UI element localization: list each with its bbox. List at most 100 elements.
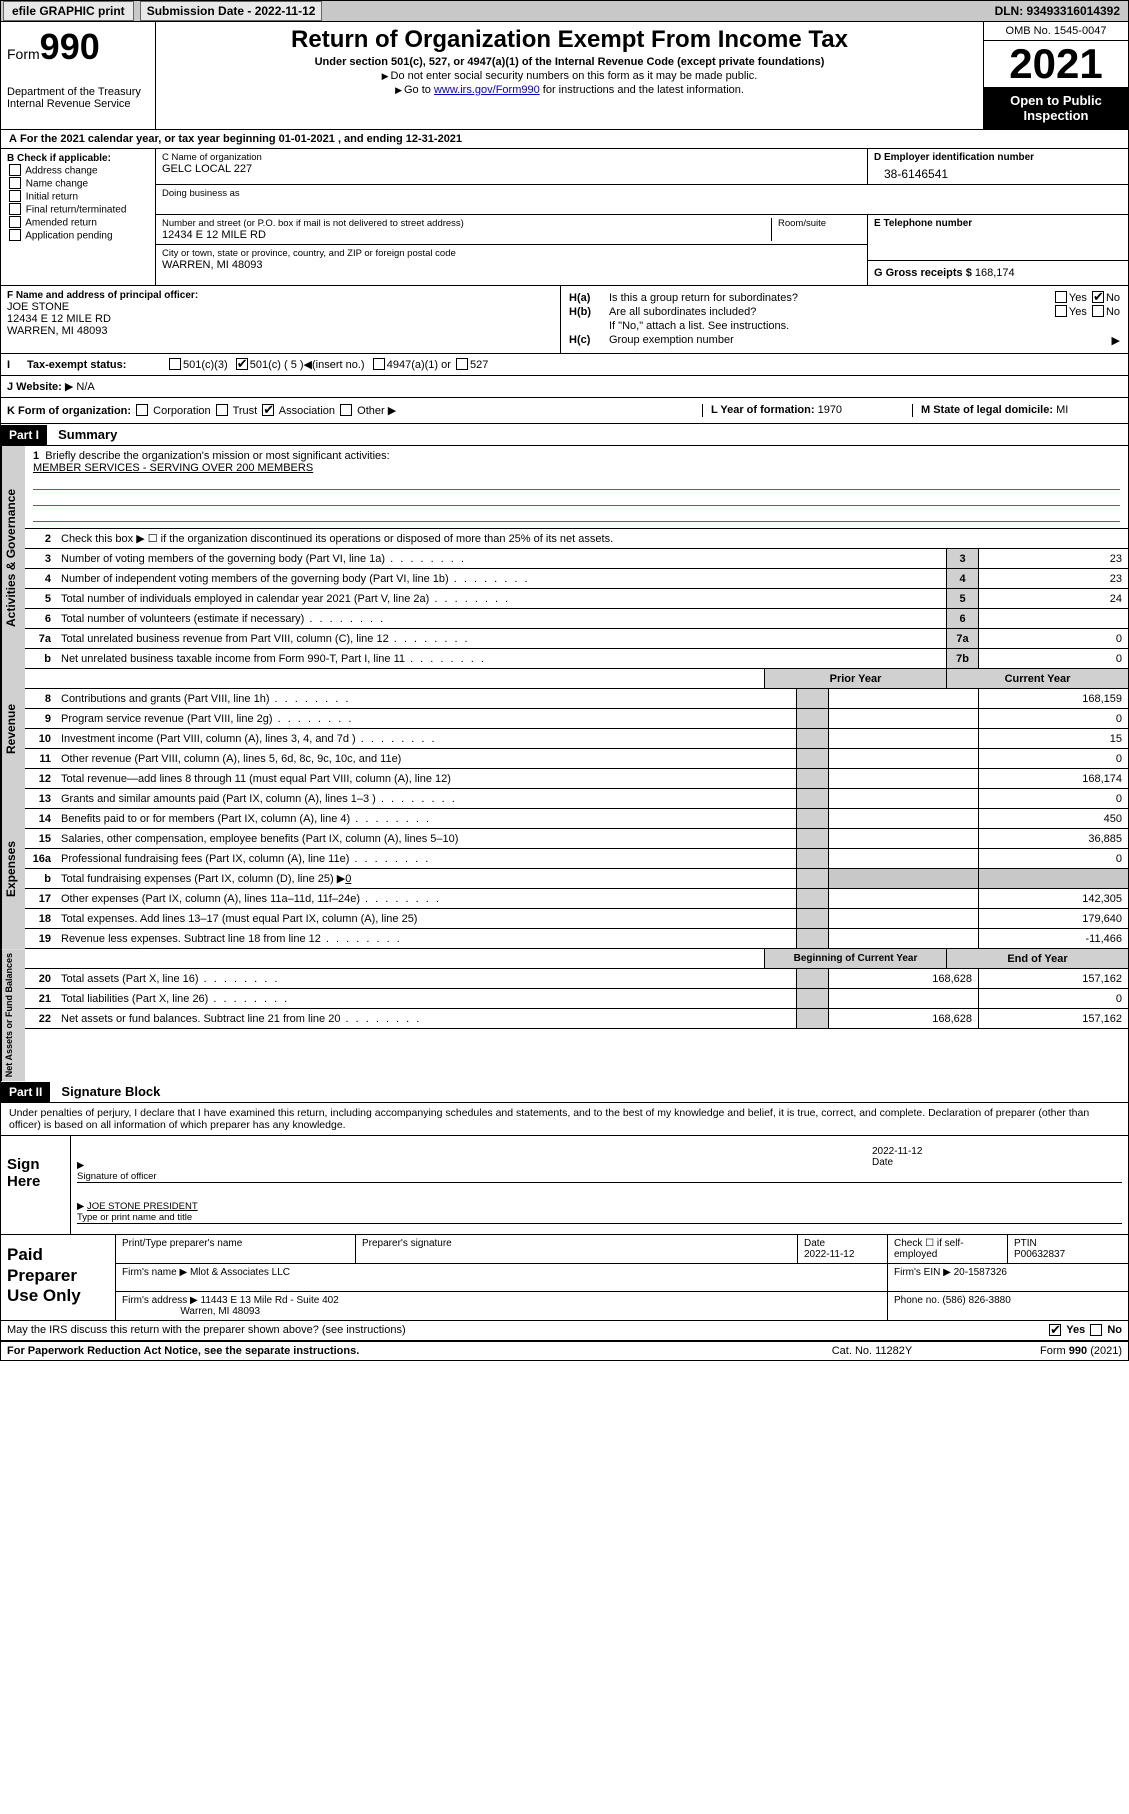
prep-check-self: Check ☐ if self-employed xyxy=(888,1235,1008,1263)
ha-yes[interactable] xyxy=(1055,291,1067,303)
section-b: B Check if applicable: Address change Na… xyxy=(1,149,156,285)
phone-value: (586) 826-3880 xyxy=(942,1295,1010,1306)
firm-addr: 11443 E 13 Mile Rd - Suite 402 xyxy=(201,1295,339,1306)
hb-no[interactable] xyxy=(1092,305,1104,317)
website-label: J Website: xyxy=(7,381,62,393)
section-h: H(a) Is this a group return for subordin… xyxy=(561,286,1128,353)
ha-no[interactable] xyxy=(1092,291,1104,303)
net-assets-section: Net Assets or Fund Balances Beginning of… xyxy=(1,949,1128,1081)
street-label: Number and street (or P.O. box if mail i… xyxy=(162,218,771,229)
sig-date-label: Date xyxy=(872,1157,893,1168)
chk-name-change[interactable] xyxy=(9,177,21,189)
chk-corp[interactable] xyxy=(136,404,148,416)
org-info-block: B Check if applicable: Address change Na… xyxy=(1,149,1128,286)
chk-final-return[interactable] xyxy=(9,203,21,215)
chk-4947[interactable] xyxy=(373,358,385,370)
chk-trust[interactable] xyxy=(216,404,228,416)
hc-text: Group exemption number xyxy=(609,334,1112,347)
activities-governance: Activities & Governance 1 Briefly descri… xyxy=(1,446,1128,669)
firm-name-label: Firm's name ▶ xyxy=(122,1267,187,1278)
vlabel-activities: Activities & Governance xyxy=(1,446,25,669)
c12: 168,174 xyxy=(978,769,1128,788)
year-badge-block: OMB No. 1545-0047 2021 Open to Public In… xyxy=(983,22,1128,129)
opt-final-return: Final return/terminated xyxy=(26,205,127,216)
line2: Check this box ▶ ☐ if the organization d… xyxy=(57,530,1128,547)
opt-app-pending: Application pending xyxy=(25,231,112,242)
form-container: Form990 Department of the Treasury Inter… xyxy=(0,22,1129,1361)
form990-link[interactable]: www.irs.gov/Form990 xyxy=(434,84,540,96)
chk-other[interactable] xyxy=(340,404,352,416)
b20: 168,628 xyxy=(828,969,978,988)
officer-name: JOE STONE xyxy=(7,301,554,313)
firm-addr-label: Firm's address ▶ xyxy=(122,1295,198,1306)
no-label: No xyxy=(1107,1324,1122,1336)
section-g: G Gross receipts $ 168,174 xyxy=(868,261,1128,285)
chk-app-pending[interactable] xyxy=(9,229,21,241)
line11: Other revenue (Part VIII, column (A), li… xyxy=(57,751,796,767)
chk-assoc[interactable] xyxy=(262,404,274,416)
yes-label: Yes xyxy=(1066,1324,1085,1336)
line6: Total number of volunteers (estimate if … xyxy=(57,611,946,627)
part1-title: Summary xyxy=(50,424,125,445)
firm-ein-label: Firm's EIN ▶ xyxy=(894,1267,951,1278)
line-a-text: For the 2021 calendar year, or tax year … xyxy=(20,133,462,145)
dba-cell: Doing business as xyxy=(156,185,1128,215)
sign-here-block: Sign Here ▶Signature of officer 2022-11-… xyxy=(1,1136,1128,1235)
hdr-beg: Beginning of Current Year xyxy=(764,949,946,968)
section-f-h: F Name and address of principal officer:… xyxy=(1,286,1128,354)
opt-amended: Amended return xyxy=(25,218,97,229)
form-id-block: Form990 Department of the Treasury Inter… xyxy=(1,22,156,129)
val6 xyxy=(978,609,1128,628)
state-domicile: MI xyxy=(1056,404,1068,416)
line10: Investment income (Part VIII, column (A)… xyxy=(57,731,796,747)
opt-initial-return: Initial return xyxy=(26,192,78,203)
line7b: Net unrelated business taxable income fr… xyxy=(57,651,946,667)
chk-address-change[interactable] xyxy=(9,164,21,176)
prep-date: 2022-11-12 xyxy=(804,1249,854,1260)
paid-preparer-label: Paid Preparer Use Only xyxy=(1,1235,116,1320)
c15: 36,885 xyxy=(978,829,1128,848)
tax-year: 2021 xyxy=(984,41,1128,87)
line3: Number of voting members of the governin… xyxy=(57,551,946,567)
form-number: 990 xyxy=(40,26,100,67)
c19: -11,466 xyxy=(978,929,1128,948)
ha-text: Is this a group return for subordinates? xyxy=(609,292,1000,304)
line22: Net assets or fund balances. Subtract li… xyxy=(57,1011,796,1027)
chk-amended[interactable] xyxy=(9,216,21,228)
pra-notice: For Paperwork Reduction Act Notice, see … xyxy=(7,1345,772,1357)
revenue-section: Revenue Prior YearCurrent Year 8Contribu… xyxy=(1,669,1128,789)
firm-addr2: Warren, MI 48093 xyxy=(180,1306,260,1317)
gross-value: 168,174 xyxy=(975,267,1015,279)
sig-name: JOE STONE PRESIDENT xyxy=(87,1201,198,1212)
opt-assoc: Association xyxy=(279,405,335,417)
c9: 0 xyxy=(978,709,1128,728)
may-discuss: May the IRS discuss this return with the… xyxy=(7,1324,1047,1336)
opt-name-change: Name change xyxy=(26,179,88,190)
top-toolbar: efile GRAPHIC print Submission Date - 20… xyxy=(0,0,1129,22)
line4: Number of independent voting members of … xyxy=(57,571,946,587)
vlabel-net-assets: Net Assets or Fund Balances xyxy=(1,949,25,1081)
line8: Contributions and grants (Part VIII, lin… xyxy=(57,691,796,707)
discuss-yes[interactable] xyxy=(1049,1324,1061,1336)
sign-here-label: Sign Here xyxy=(1,1136,71,1234)
section-i: I Tax-exempt status: 501(c)(3) 501(c) ( … xyxy=(1,354,1128,376)
line1-value: MEMBER SERVICES - SERVING OVER 200 MEMBE… xyxy=(33,462,313,474)
chk-501c3[interactable] xyxy=(169,358,181,370)
section-k-l-m: K Form of organization: Corporation Trus… xyxy=(1,398,1128,424)
chk-501c[interactable] xyxy=(236,358,248,370)
form-title-block: Return of Organization Exempt From Incom… xyxy=(156,22,983,129)
section-c: C Name of organization GELC LOCAL 227 D … xyxy=(156,149,1128,285)
opt-4947: 4947(a)(1) or xyxy=(387,359,451,371)
hb-text: Are all subordinates included? xyxy=(609,306,1000,318)
val4: 23 xyxy=(978,569,1128,588)
chk-527[interactable] xyxy=(456,358,468,370)
hb-yes[interactable] xyxy=(1055,305,1067,317)
b22: 168,628 xyxy=(828,1009,978,1028)
ptin-label: PTIN xyxy=(1014,1238,1037,1249)
discuss-no[interactable] xyxy=(1090,1324,1102,1336)
efile-print-button[interactable]: efile GRAPHIC print xyxy=(3,1,134,21)
hdr-end: End of Year xyxy=(946,949,1128,968)
part2-title: Signature Block xyxy=(53,1081,168,1102)
telephone-label: E Telephone number xyxy=(874,218,1122,229)
chk-initial-return[interactable] xyxy=(9,190,21,202)
